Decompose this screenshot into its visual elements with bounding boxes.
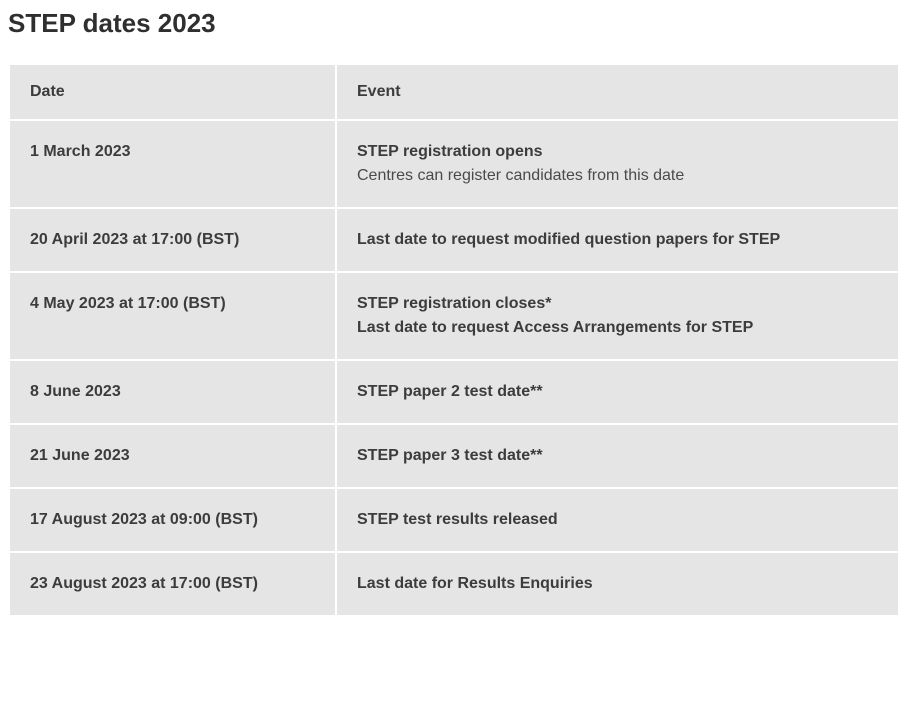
dates-table-body: 1 March 2023 STEP registration opens Centr…: [10, 121, 898, 615]
table-row: 21 June 2023 STEP paper 3 test date**: [10, 425, 898, 487]
event-cell: STEP test results released: [337, 489, 898, 551]
table-row: 23 August 2023 at 17:00 (BST) Last date f…: [10, 553, 898, 615]
event-line: STEP registration opens: [357, 143, 878, 161]
date-cell: 23 August 2023 at 17:00 (BST): [10, 553, 335, 615]
date-cell: 21 June 2023: [10, 425, 335, 487]
date-cell: 17 August 2023 at 09:00 (BST): [10, 489, 335, 551]
event-cell: Last date to request modified question p…: [337, 209, 898, 271]
event-line: Last date to request Access Arrangements…: [357, 319, 878, 337]
event-cell: STEP registration opens Centres can regis…: [337, 121, 898, 207]
date-cell: 4 May 2023 at 17:00 (BST): [10, 273, 335, 359]
event-line: Last date for Results Enquiries: [357, 575, 878, 593]
event-cell: STEP paper 2 test date**: [337, 361, 898, 423]
date-cell: 1 March 2023: [10, 121, 335, 207]
table-row: 1 March 2023 STEP registration opens Centr…: [10, 121, 898, 207]
col-header-date: Date: [10, 65, 335, 119]
event-line: STEP registration closes*: [357, 295, 878, 313]
page-title: STEP dates 2023: [8, 8, 898, 39]
event-line: Last date to request modified question p…: [357, 231, 878, 249]
event-line: STEP paper 2 test date**: [357, 383, 878, 401]
event-line: STEP paper 3 test date**: [357, 447, 878, 465]
event-line: Centres can register candidates from thi…: [357, 167, 878, 185]
table-row: 4 May 2023 at 17:00 (BST)STEP registrati…: [10, 273, 898, 359]
date-cell: 8 June 2023: [10, 361, 335, 423]
table-header-row: Date Event: [10, 65, 898, 119]
dates-table: Date Event 1 March 2023STEP registration…: [8, 63, 900, 617]
event-line: STEP test results released: [357, 511, 878, 529]
event-cell: STEP registration closes* Last date to re…: [337, 273, 898, 359]
table-row: 17 August 2023 at 09:00 (BST) STEP test r…: [10, 489, 898, 551]
event-cell: STEP paper 3 test date**: [337, 425, 898, 487]
date-cell: 20 April 2023 at 17:00 (BST): [10, 209, 335, 271]
table-row: 8 June 2023 STEP paper 2 test date**: [10, 361, 898, 423]
col-header-event: Event: [337, 65, 898, 119]
event-cell: Last date for Results Enquiries: [337, 553, 898, 615]
table-row: 20 April 2023 at 17:00 (BST) Last date to…: [10, 209, 898, 271]
